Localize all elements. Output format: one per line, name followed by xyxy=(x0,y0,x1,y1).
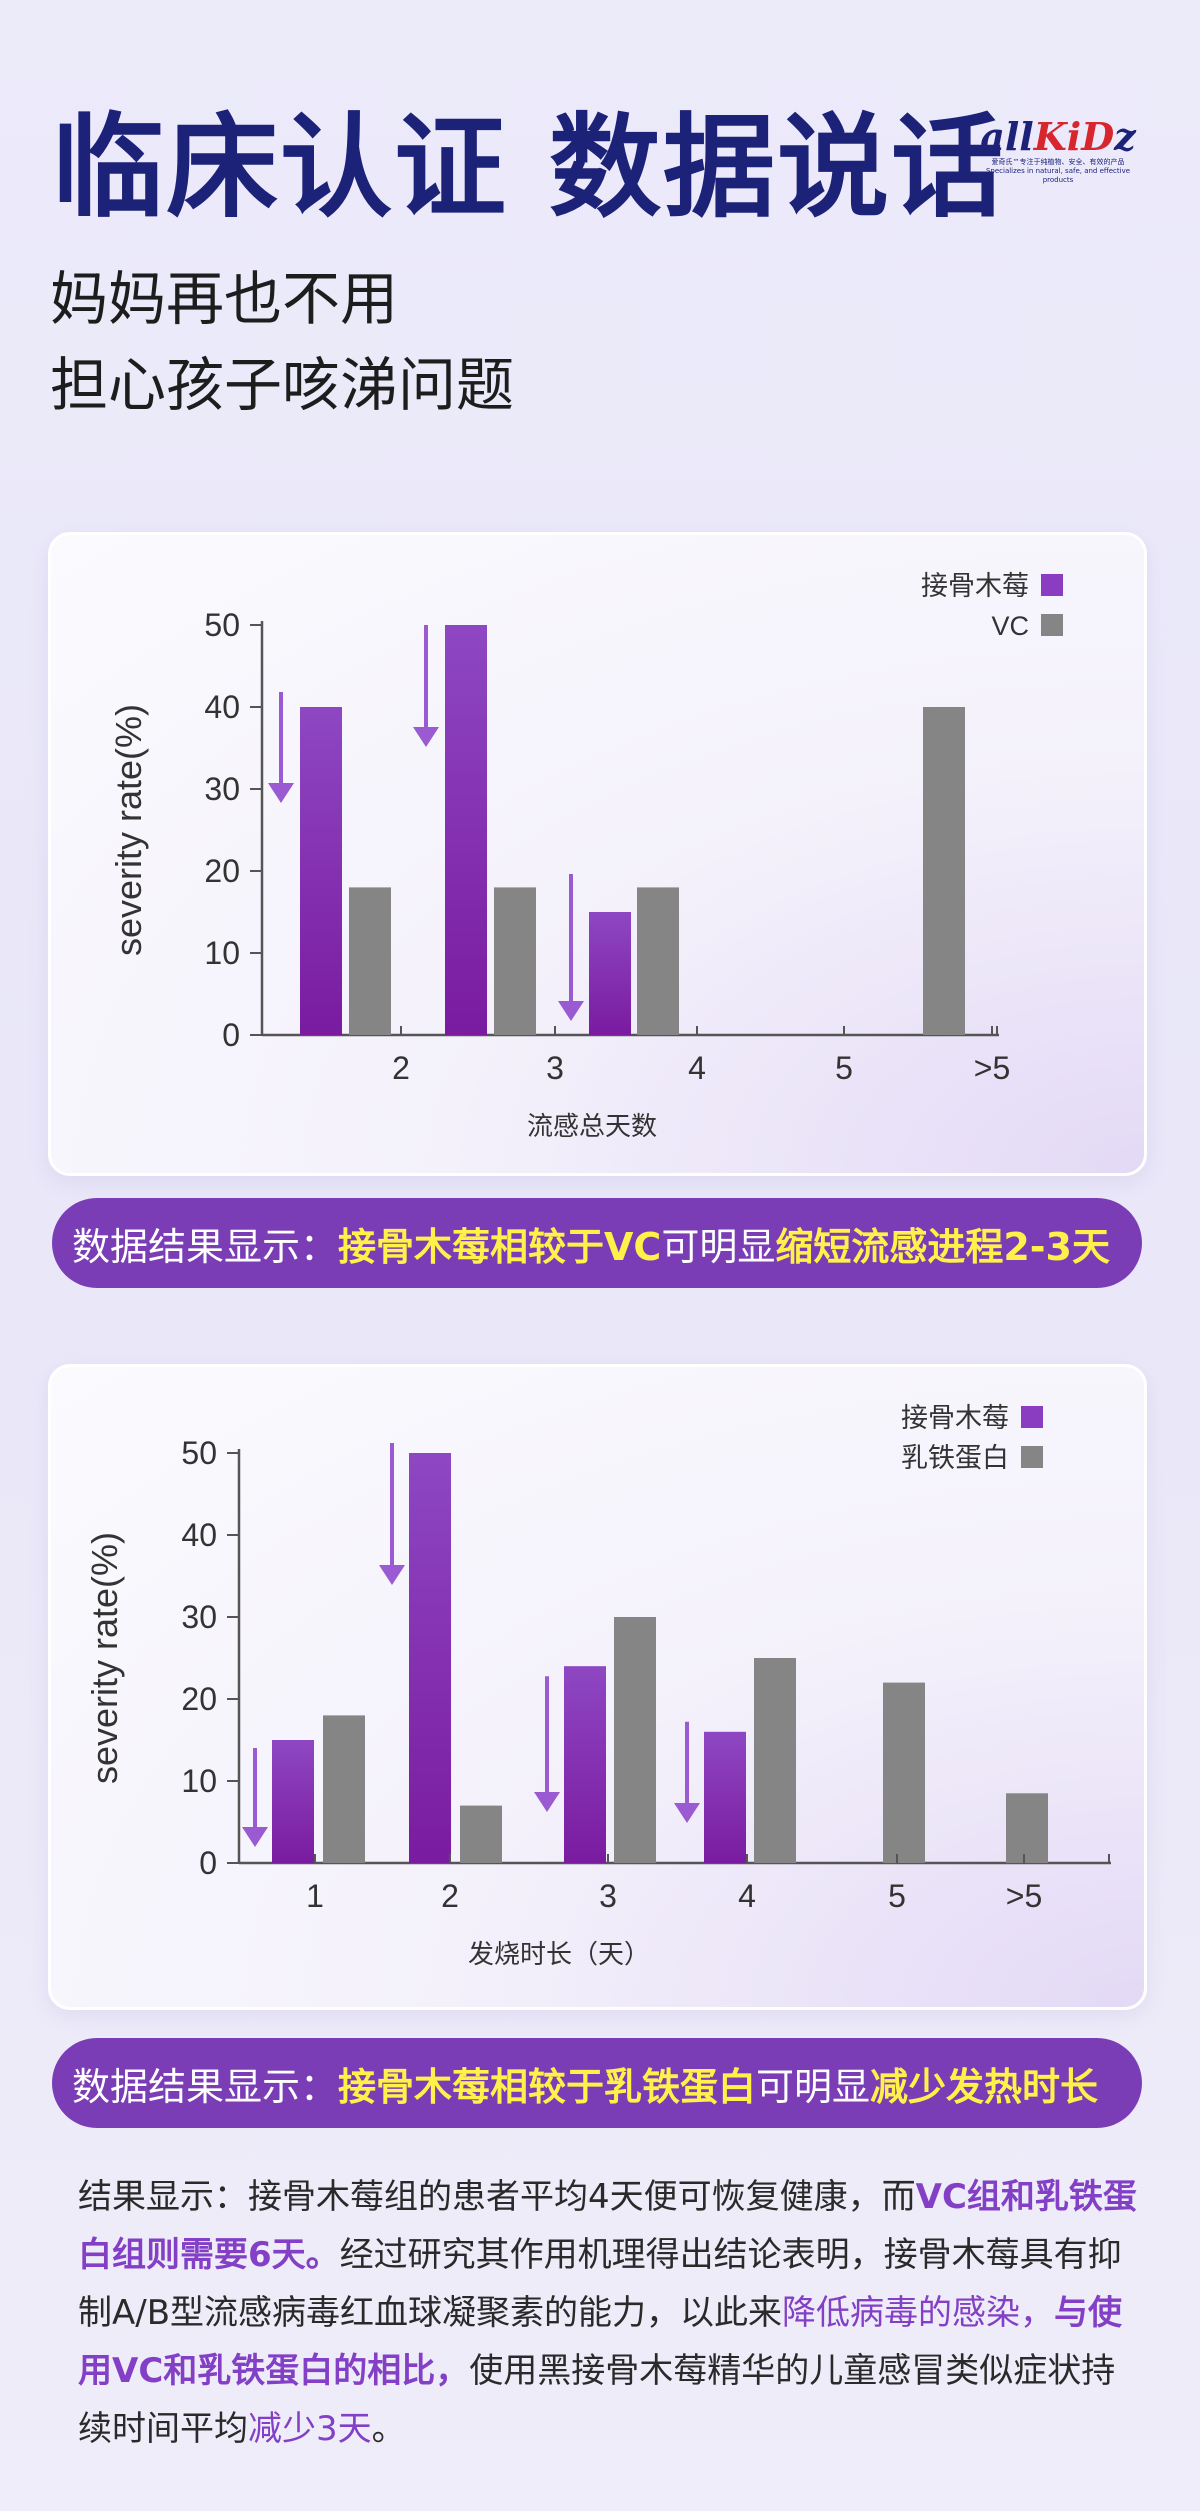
x-tick-label: 5 xyxy=(888,1878,906,1914)
x-tick-label: >5 xyxy=(974,1050,1010,1086)
legend-label: 接骨木莓 xyxy=(921,571,1029,601)
chart-fever-days: 0 10 20 30 40 50 severity rate(%) 1 2 3 4 5 >5 发烧时长（天… xyxy=(84,1403,1111,1969)
chart-flu-days: 0 10 20 30 40 50 severity rate(%) 2 3 4 5 >5 流感总天数 接骨… xyxy=(108,571,1063,1141)
trend-arrow-head xyxy=(413,727,439,747)
bar-chart2-s0-2 xyxy=(564,1666,606,1863)
x-tick-label: >5 xyxy=(1006,1878,1042,1914)
trend-arrow-head xyxy=(534,1792,560,1812)
chart-card-fever-days: 0 10 20 30 40 50 severity rate(%) 1 2 3 4 5 >5 发烧时长（天… xyxy=(48,1364,1147,2010)
x-axis-label: 发烧时长（天） xyxy=(468,1939,650,1969)
y-tick-label: 40 xyxy=(181,1517,217,1553)
result-banner-vc: 数据结果显示： 接骨木莓相较于VC 可明显 缩短流感进程2-3天 xyxy=(52,1198,1142,1288)
bar-chart2-s1-5 xyxy=(1006,1793,1048,1863)
x-tick-label: 2 xyxy=(392,1050,410,1086)
trend-arrow-head xyxy=(268,783,294,803)
bar-chart1-s1-5 xyxy=(923,953,965,1035)
y-tick-label: 10 xyxy=(181,1763,217,1799)
legend-swatch xyxy=(1041,614,1063,636)
legend-label: 乳铁蛋白 xyxy=(901,1443,1009,1473)
chart-card-flu-days: 0 10 20 30 40 50 severity rate(%) 2 3 4 5 >5 流感总天数 接骨… xyxy=(48,532,1147,1176)
conclusion-paragraph: 结果显示：接骨木莓组的患者平均4天便可恢复健康，而VC组和乳铁蛋白组则需要6天。… xyxy=(78,2177,1137,2449)
trend-arrow-head xyxy=(674,1803,700,1823)
legend-swatch xyxy=(1021,1406,1043,1428)
y-tick-label: 20 xyxy=(204,853,240,889)
x-tick-label: 3 xyxy=(599,1878,617,1914)
bar-chart2-s1-4 xyxy=(883,1682,925,1863)
legend-swatch xyxy=(1021,1446,1043,1468)
brand-wordmark: allKiDz xyxy=(980,114,1136,159)
x-tick-label: 4 xyxy=(688,1050,706,1086)
subtitle-line-1: 妈妈再也不用 xyxy=(50,265,399,333)
y-tick-label: 30 xyxy=(204,771,240,807)
trend-arrow-head xyxy=(379,1565,405,1585)
legend-swatch xyxy=(1041,574,1063,596)
bar-chart1-s1-0 xyxy=(349,887,391,1035)
bar-chart2-s0-1 xyxy=(409,1453,451,1863)
bar-chart1-s0-0 xyxy=(300,707,342,1035)
y-tick-label: 20 xyxy=(181,1681,217,1717)
y-tick-label: 30 xyxy=(181,1599,217,1635)
x-tick-label: 5 xyxy=(835,1050,853,1086)
y-axis-label: severity rate(%) xyxy=(84,1532,125,1784)
x-tick-label: 1 xyxy=(306,1878,324,1914)
y-tick-label: 50 xyxy=(181,1435,217,1471)
bar-chart2-s0-0 xyxy=(272,1740,314,1863)
brand-tagline: 爱奇氏™专注于纯植物、安全、有效的产品 Specializes in natur… xyxy=(985,158,1131,185)
bar-chart2-s0-3 xyxy=(704,1731,746,1863)
x-tick-label: 3 xyxy=(546,1050,564,1086)
bar-chart2-s1-0 xyxy=(323,1715,365,1863)
y-axis-label: severity rate(%) xyxy=(108,704,149,956)
bar-chart1-s0-1 xyxy=(445,625,487,1035)
x-axis-label: 流感总天数 xyxy=(527,1111,657,1141)
page-title: 临床认证 数据说话 xyxy=(52,103,1005,233)
y-tick-label: 0 xyxy=(199,1845,217,1881)
bar-chart2-s1-3 xyxy=(754,1658,796,1863)
x-tick-label: 4 xyxy=(738,1878,756,1914)
brand-logo: allKiDz 爱奇氏™专注于纯植物、安全、有效的产品 Specializes … xyxy=(978,118,1138,185)
bar-chart1-s0-2 xyxy=(589,912,631,1035)
y-tick-label: 0 xyxy=(222,1017,240,1053)
y-tick-label: 10 xyxy=(204,935,240,971)
trend-arrow-head xyxy=(242,1827,268,1847)
legend-label: 接骨木莓 xyxy=(901,1403,1009,1433)
y-tick-label: 50 xyxy=(204,607,240,643)
bar-chart1-s1-2 xyxy=(637,887,679,1035)
result-banner-lactoferrin: 数据结果显示： 接骨木莓相较于乳铁蛋白 可明显 减少发热时长 xyxy=(52,2038,1142,2128)
bar-chart2-s1-2 xyxy=(614,1617,656,1863)
x-tick-label: 2 xyxy=(441,1878,459,1914)
legend-label: VC xyxy=(991,611,1029,641)
y-tick-label: 40 xyxy=(204,689,240,725)
bar-chart1-s1-1 xyxy=(494,887,536,1035)
bar-chart2-s1-1 xyxy=(460,1805,502,1863)
trend-arrow-head xyxy=(558,1001,584,1021)
subtitle-line-2: 担心孩子咳涕问题 xyxy=(50,351,515,419)
